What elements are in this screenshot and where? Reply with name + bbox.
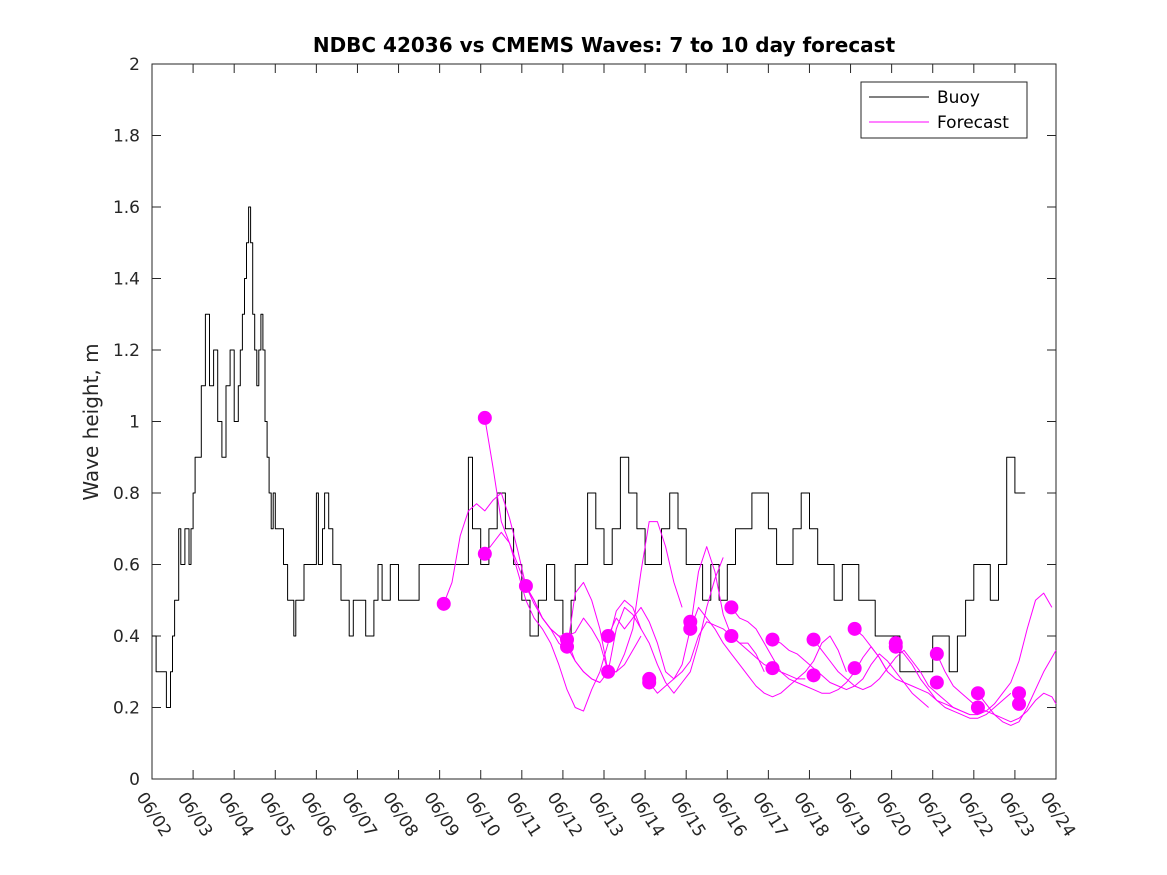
forecast-series-line <box>977 650 1057 726</box>
forecast-start-marker <box>518 578 533 593</box>
chart-title: NDBC 42036 vs CMEMS Waves: 7 to 10 day f… <box>313 33 896 57</box>
legend-box <box>860 81 1028 139</box>
forecast-start-marker <box>724 629 739 643</box>
forecast-start-marker <box>847 661 862 676</box>
forecast-start-marker <box>642 675 657 690</box>
forecast-start-marker <box>724 600 739 615</box>
forecast-start-marker <box>847 621 862 636</box>
forecast-series-line <box>895 592 1053 716</box>
forecast-start-marker <box>477 410 492 425</box>
forecast-start-marker <box>806 632 821 647</box>
forecast-start-marker <box>683 621 698 636</box>
y-tick-label: 0.2 <box>113 699 140 719</box>
y-tick-label: 1.4 <box>113 270 140 290</box>
forecast-start-marker <box>970 700 985 715</box>
forecast-series-line <box>689 606 847 698</box>
y-tick-label: 1.2 <box>113 341 140 361</box>
legend-buoy-label: Buoy <box>937 88 980 108</box>
forecast-start-marker <box>765 632 780 647</box>
forecast-start-marker <box>601 629 616 643</box>
forecast-start-marker <box>929 675 944 690</box>
forecast-start-marker <box>477 546 492 561</box>
y-tick-label: 0.8 <box>113 484 140 504</box>
forecast-series-line <box>731 607 888 694</box>
forecast-start-marker <box>970 686 985 701</box>
buoy-series-line <box>152 206 1026 708</box>
y-tick-label: 0.6 <box>113 556 140 576</box>
forecast-series-line <box>854 628 1012 719</box>
forecast-series-line <box>772 639 929 708</box>
y-tick-label: 2 <box>129 55 140 75</box>
forecast-start-marker <box>806 668 821 683</box>
legend-forecast-label: Forecast <box>937 113 1009 133</box>
forecast-series-line <box>484 531 642 712</box>
forecast-start-marker <box>1012 686 1027 701</box>
forecast-series-line <box>525 521 683 673</box>
forecast-start-marker <box>765 661 780 676</box>
forecast-start-marker <box>436 596 451 611</box>
forecast-series-line <box>813 639 970 716</box>
y-tick-label: 0.4 <box>113 627 140 647</box>
y-tick-label: 1.6 <box>113 198 140 218</box>
forecast-start-marker <box>888 639 903 654</box>
y-tick-label: 1 <box>129 413 140 433</box>
forecast-start-marker <box>929 646 944 661</box>
forecast-start-marker <box>560 639 575 654</box>
forecast-series-line <box>936 653 1057 723</box>
forecast-series-line <box>566 557 724 694</box>
forecast-start-marker <box>1012 696 1027 711</box>
legend: Buoy Forecast <box>860 81 1028 139</box>
y-axis-label: Wave height, m <box>79 343 103 500</box>
y-tick-label: 1.8 <box>113 127 140 147</box>
y-tick-label: 0 <box>129 770 140 790</box>
forecast-start-marker <box>601 664 616 679</box>
